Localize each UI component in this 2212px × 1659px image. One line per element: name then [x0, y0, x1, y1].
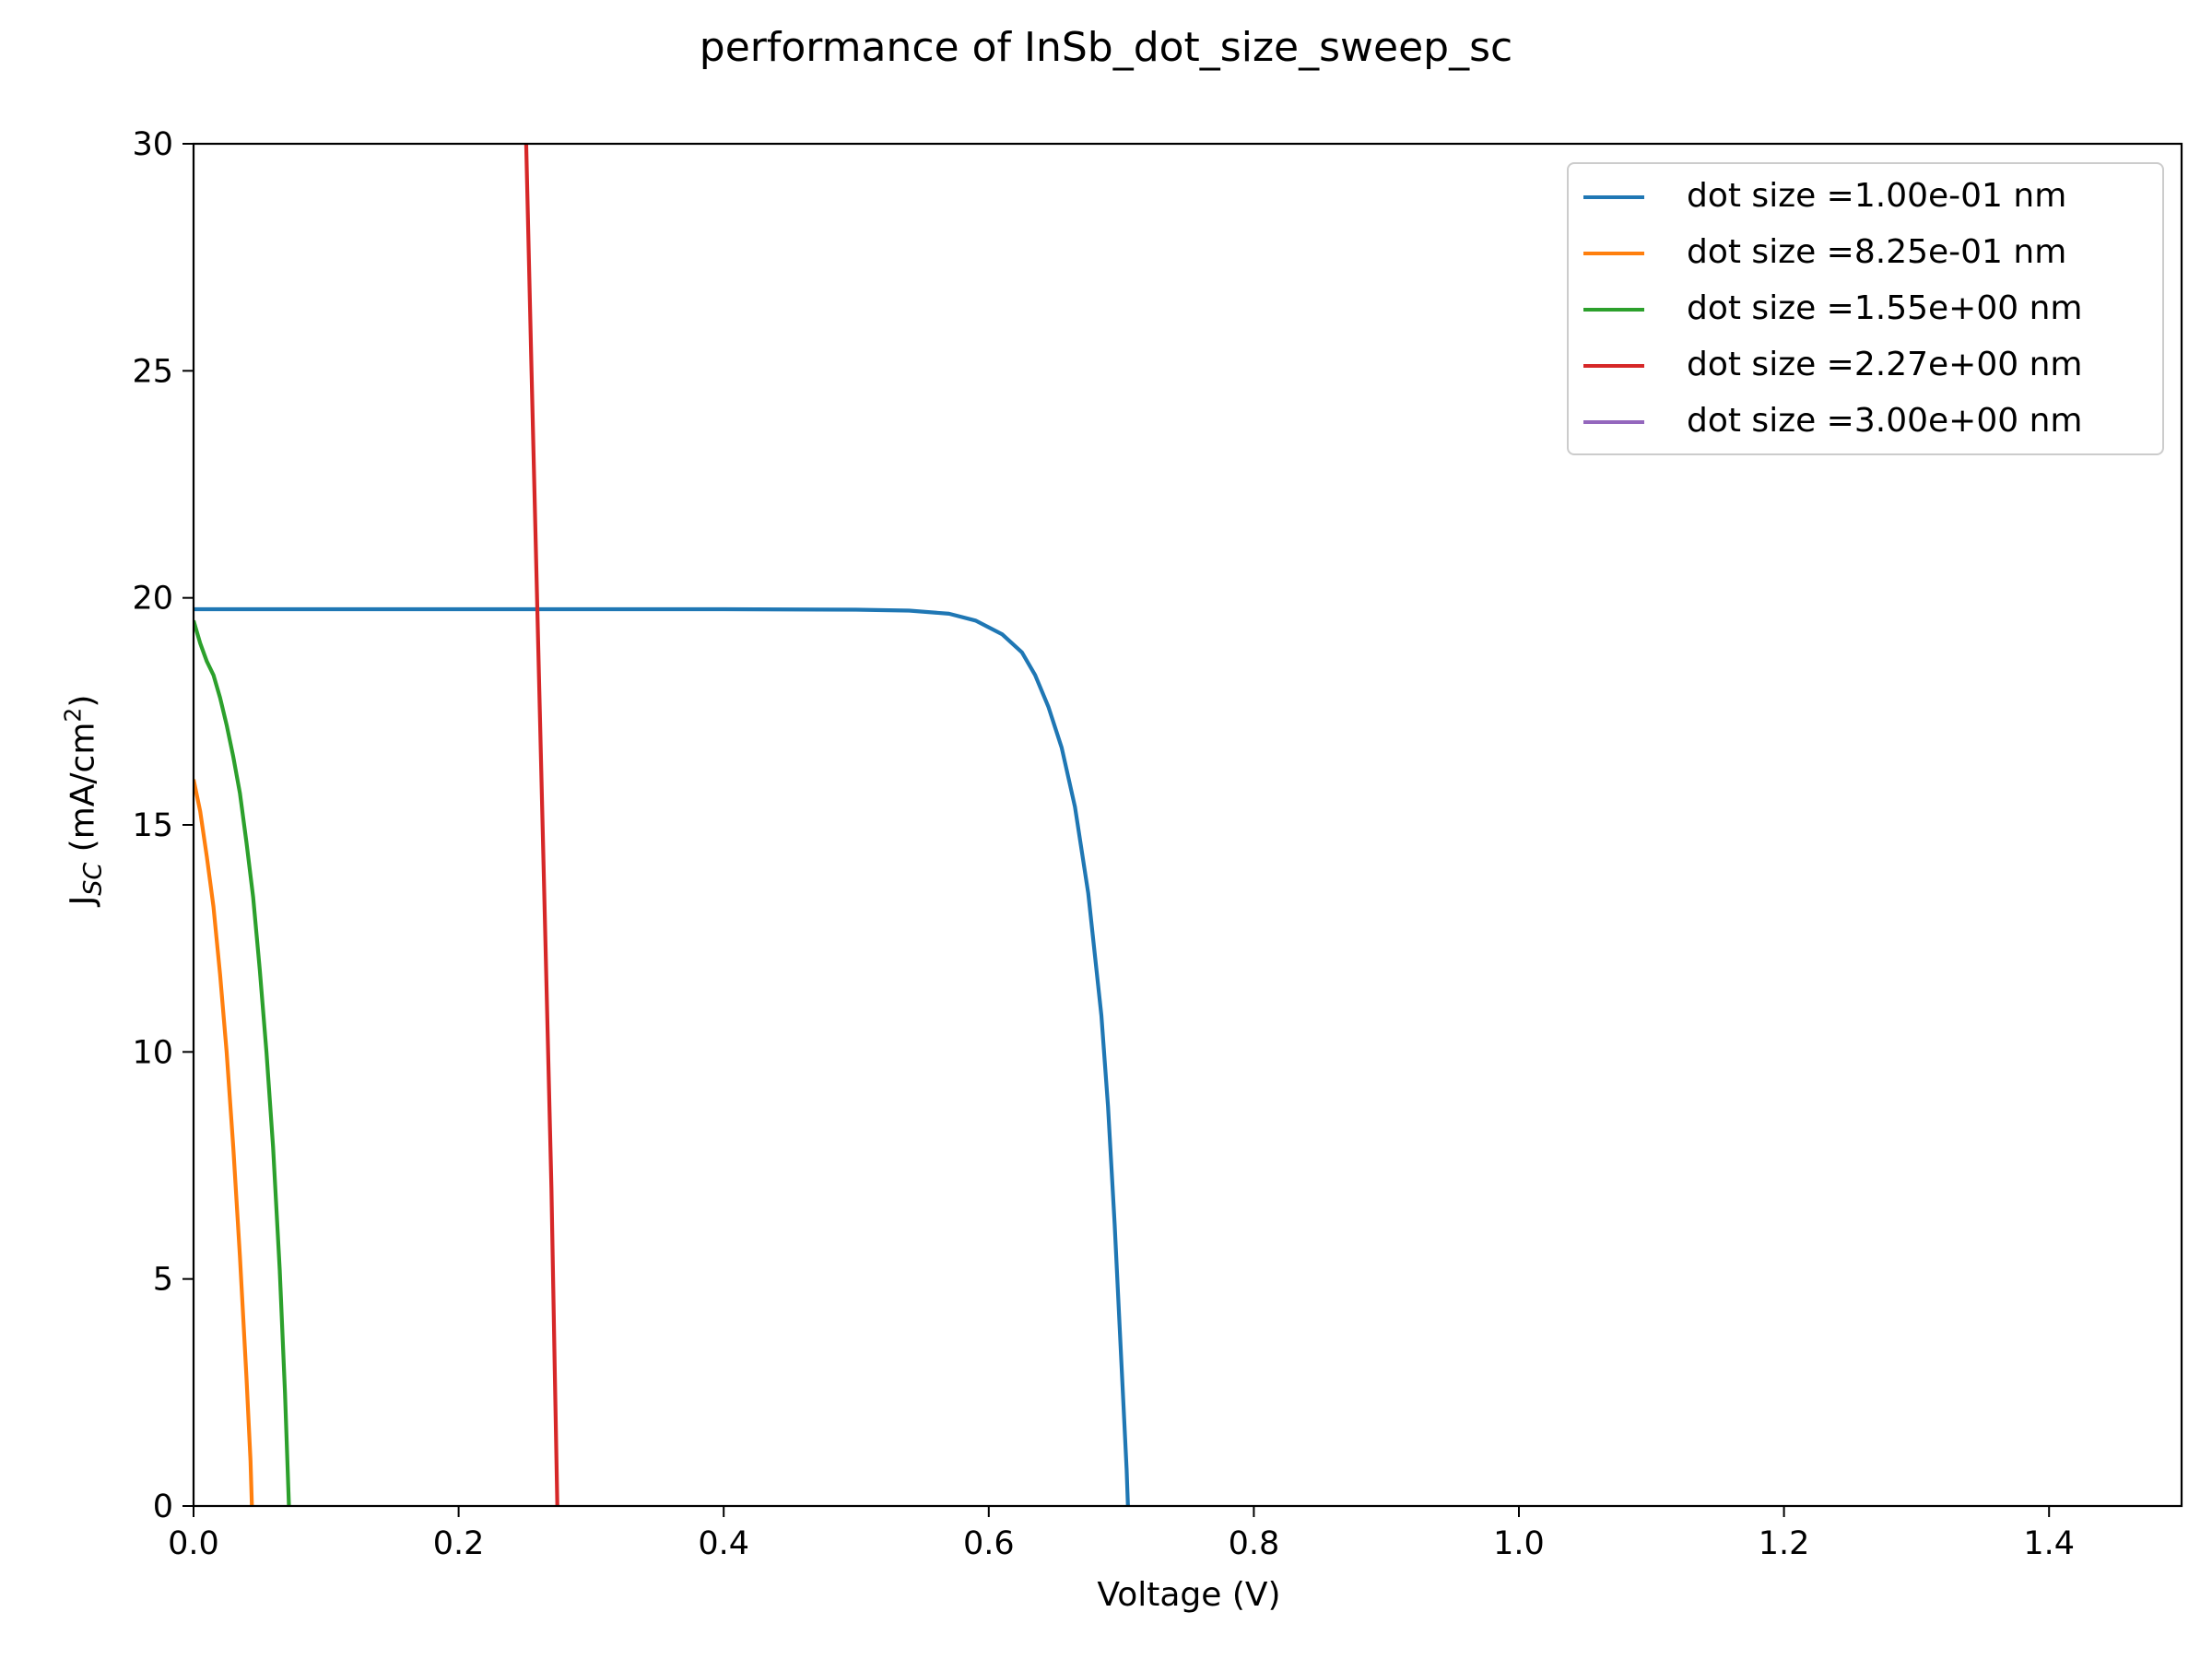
- legend-item: dot size =8.25e-01 nm: [1569, 226, 2162, 279]
- y-axis-label-close: ): [64, 694, 102, 708]
- x-tick-label: 0.8: [1229, 1525, 1280, 1562]
- x-tick-label: 0.4: [698, 1525, 749, 1562]
- y-axis-label-units: (mA/cm: [64, 722, 102, 863]
- x-tick-label: 0.6: [963, 1525, 1015, 1562]
- legend: dot size =1.00e-01 nm dot size =8.25e-01…: [1567, 162, 2164, 455]
- series-line-1: [194, 779, 254, 1506]
- legend-item: dot size =1.00e-01 nm: [1569, 170, 2162, 223]
- legend-label: dot size =3.00e+00 nm: [1687, 402, 2083, 440]
- legend-line: [1583, 252, 1644, 255]
- y-tick-label: 0: [153, 1488, 173, 1525]
- legend-label: dot size =1.55e+00 nm: [1687, 289, 2083, 327]
- x-tick-label: 0.0: [168, 1525, 219, 1562]
- chart-title: performance of InSb_dot_size_sweep_sc: [699, 24, 1513, 71]
- x-tick-label: 1.2: [1759, 1525, 1810, 1562]
- y-axis-label-main: J: [64, 895, 102, 906]
- y-tick-label: 10: [132, 1034, 173, 1071]
- y-axis-label: JSC (mA/cm2): [60, 694, 108, 906]
- y-tick-label: 5: [153, 1262, 173, 1299]
- y-axis: 0 5 10 15 20 25 30: [132, 126, 194, 1525]
- series-line-0: [194, 606, 1130, 1506]
- y-tick-label: 30: [132, 126, 173, 163]
- legend-line: [1583, 195, 1644, 199]
- legend-label: dot size =2.27e+00 nm: [1687, 346, 2083, 383]
- x-tick-label: 0.2: [433, 1525, 485, 1562]
- y-tick-label: 20: [132, 581, 173, 618]
- legend-item: dot size =3.00e+00 nm: [1569, 394, 2162, 448]
- legend-line: [1583, 308, 1644, 312]
- y-tick-label: 15: [132, 807, 173, 844]
- x-axis-label: Voltage (V): [1097, 1576, 1281, 1614]
- legend-line: [1583, 420, 1644, 424]
- x-axis: 0.0 0.2 0.4 0.6 0.8 1.0 1.2 1.4: [168, 1506, 2075, 1562]
- y-tick-label: 25: [132, 353, 173, 390]
- legend-item: dot size =1.55e+00 nm: [1569, 282, 2162, 335]
- plot-lines: [194, 144, 1130, 1506]
- x-tick-label: 1.0: [1493, 1525, 1545, 1562]
- x-tick-label: 1.4: [2023, 1525, 2075, 1562]
- legend-label: dot size =8.25e-01 nm: [1687, 233, 2067, 271]
- legend-item: dot size =2.27e+00 nm: [1569, 338, 2162, 392]
- legend-line: [1583, 364, 1644, 368]
- series-line-2: [194, 619, 291, 1506]
- y-axis-label-superscript: 2: [59, 707, 87, 723]
- legend-label: dot size =1.00e-01 nm: [1687, 177, 2067, 215]
- y-axis-label-subscript: SC: [78, 862, 108, 896]
- series-line-3: [524, 144, 559, 1506]
